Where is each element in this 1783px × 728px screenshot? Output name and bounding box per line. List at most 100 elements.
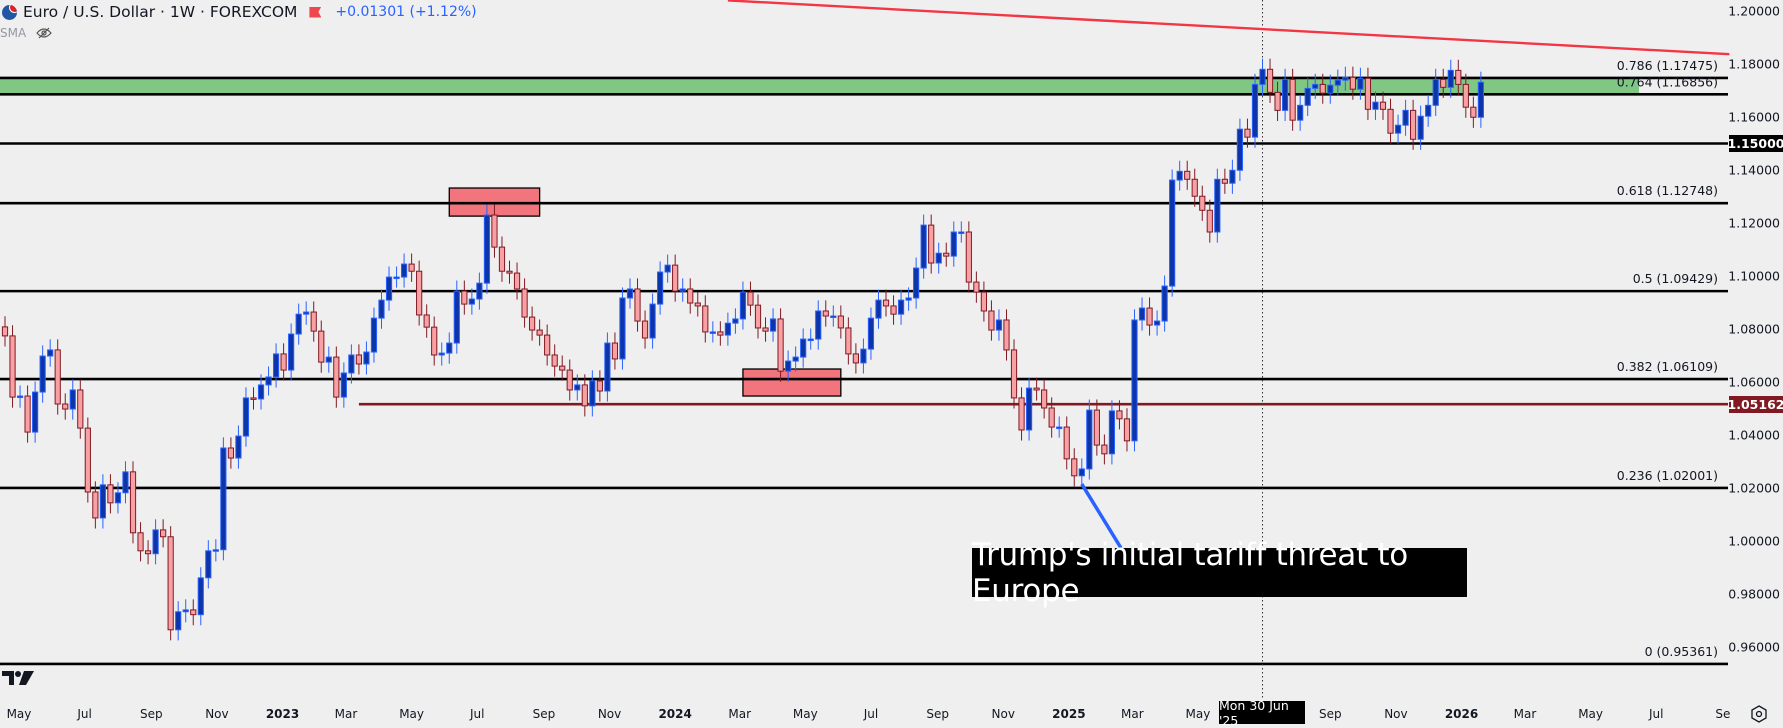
candle-bullish [69,389,76,410]
candle-bullish [385,276,393,301]
candle-bearish [1266,68,1274,93]
candle-bearish [498,246,506,272]
symbol-title[interactable]: Euro / U.S. Dollar · 1W · FOREXCOM [23,3,298,21]
candle-bullish [182,609,189,613]
candle-bullish [378,299,385,319]
time-tick-label: Mar [728,707,751,721]
candle-bullish [1169,179,1176,287]
time-tick-label: Mar [1121,707,1144,721]
time-tick-label: Sep [533,707,556,721]
candle-bullish [664,264,671,273]
candle-bearish [1206,209,1213,233]
price-tick-label: 1.02000 [1728,481,1780,496]
candle-bearish [634,288,641,322]
candle-bullish [1086,409,1093,470]
candle-bullish [1304,87,1311,106]
candle-bullish [792,356,799,362]
candle-bearish [431,326,438,356]
candle-bullish [574,384,581,391]
price-tick-label: 0.96000 [1728,640,1780,655]
fib-level-label: 0.764 (1.16856) [1617,74,1718,89]
candle-bullish [1131,319,1138,442]
candle-bearish [822,310,829,317]
candle-bullish [122,471,129,494]
candle-bullish [1229,169,1236,184]
candle-bearish [581,384,588,407]
candle-bearish [506,270,513,274]
annotation-callout[interactable]: Trump's initial tariff threat to Europe [972,537,1467,609]
candle-bullish [920,224,927,269]
time-tick-label: Sep [926,707,949,721]
candle-bullish [257,384,265,400]
candle-bullish [400,263,408,278]
candle-bearish [280,353,287,371]
candle-bullish [1297,104,1304,121]
candle-bearish [144,550,152,555]
candle-bearish [1274,91,1281,111]
indicator-sma-label[interactable]: SMA [0,26,27,40]
candle-bullish [16,395,24,399]
candle-bearish [529,316,536,331]
candle-bearish [62,403,69,410]
candle-bearish [423,314,430,328]
eye-slash-icon[interactable] [36,27,52,39]
candle-bearish [1440,78,1447,88]
price-tick-label: 1.12000 [1728,216,1780,231]
fib-level-label: 0 (0.95361) [1645,644,1718,659]
candle-bullish [272,353,280,378]
price-tick-label: 1.08000 [1728,322,1780,337]
candle-bullish [468,298,475,305]
currency-pair-icon [2,4,17,20]
candle-bullish [1402,109,1409,126]
candle-bearish [1,326,9,337]
candle-bullish [197,577,204,616]
candle-bullish [1056,426,1063,430]
candle-bullish [114,492,122,504]
candle-bullish [1342,76,1349,81]
candle-bearish [1101,444,1108,455]
price-label-1-15: 1.15000 [1727,135,1783,152]
candle-bullish [1372,101,1379,110]
candle-bearish [1244,128,1251,138]
candle-bearish [980,291,987,312]
candle-bearish [1455,69,1462,85]
tradingview-logo[interactable] [2,670,36,686]
candle-bullish [393,276,400,280]
candle-bullish [1357,77,1364,90]
price-tick-label: 1.06000 [1728,375,1780,390]
resistance-trendline [727,0,1730,56]
candle-bearish [513,272,521,290]
time-axis[interactable]: May Jul Sep Nov 2023 Mar May Jul Sep Nov 2024 Mar Ma… [7,707,1731,721]
candle-bullish [709,331,716,334]
candle-bullish [303,311,310,315]
candle-bullish [288,333,295,371]
price-axis[interactable]: 1.20000 1.18000 1.16000 1.14000 1.12000 1.100… [1728,4,1780,655]
fib-level-label: 0.236 (1.02001) [1617,468,1718,483]
candle-bullish [235,435,242,459]
candle-bearish [54,349,61,405]
candle-bullish [483,214,491,284]
settings-gear-icon[interactable] [1750,705,1768,723]
time-tick-label: Sep [140,707,163,721]
fib-level-label: 0.382 (1.06109) [1617,359,1718,374]
candle-bearish [1364,77,1372,110]
candle-bullish [1432,78,1439,106]
candle-bullish [1447,69,1454,88]
candle-bearish [408,263,415,272]
market-flag-icon[interactable] [309,6,322,18]
candle-bullish [340,372,347,398]
candle-bearish [355,354,363,365]
candle-bullish [649,303,656,339]
candle-bearish [250,397,257,400]
candle-bullish [446,342,453,354]
fib-level-label: 0.5 (1.09429) [1633,271,1718,286]
candle-bullish [47,349,54,357]
candle-bearish [777,318,784,372]
chart-legend: Euro / U.S. Dollar · 1W · FOREXCOM +0.01… [0,2,477,22]
candle-bullish [995,319,1003,331]
time-tick-label: Sep [1319,707,1342,721]
candle-bearish [129,471,137,534]
indicator-legend: SMA [0,26,52,40]
candle-bearish [702,305,709,333]
